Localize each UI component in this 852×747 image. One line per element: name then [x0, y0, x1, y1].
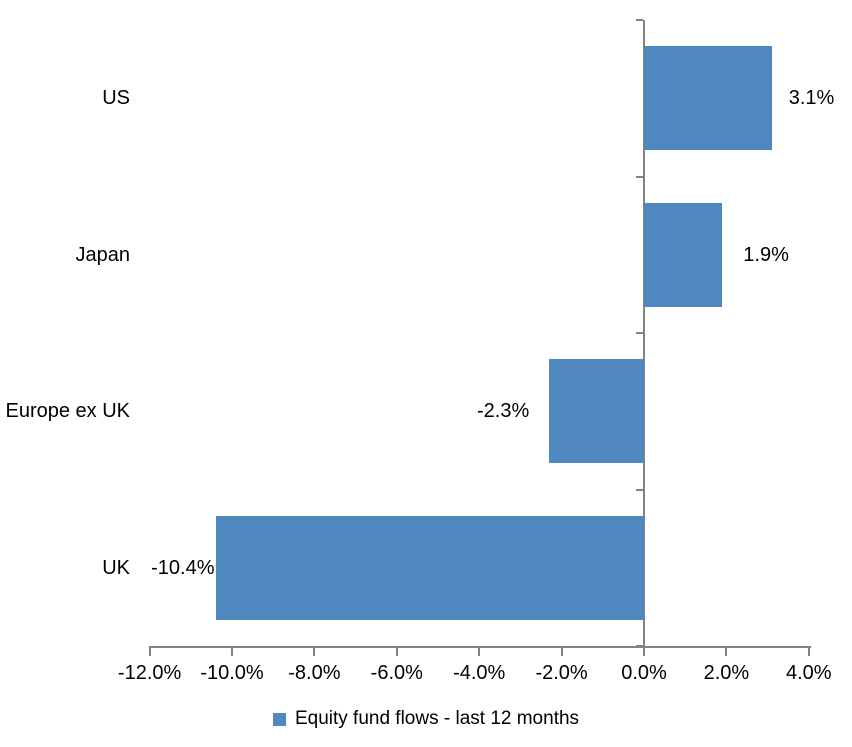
- x-axis-tick: [560, 646, 563, 656]
- category-axis-tick: [636, 488, 643, 491]
- category-axis-line: [643, 20, 645, 646]
- category-label: US: [102, 87, 130, 110]
- x-axis-line: [149, 646, 811, 648]
- category-axis-tick: [636, 175, 643, 178]
- x-axis-tick: [231, 646, 233, 656]
- bar: [644, 46, 772, 151]
- bar: [215, 515, 644, 620]
- x-axis-tick-label: 0.0%: [621, 662, 667, 684]
- category-axis-tick: [636, 332, 643, 334]
- x-axis-tick-label: 2.0%: [703, 662, 750, 684]
- legend: Equity fund flows - last 12 months: [0, 705, 852, 733]
- bar: [644, 202, 723, 307]
- category-axis-tick: [636, 19, 643, 21]
- x-axis-tick-label: -6.0%: [370, 662, 423, 684]
- legend-swatch-icon: [272, 712, 286, 726]
- x-axis-tick: [148, 646, 151, 656]
- x-axis-tick-label: -8.0%: [288, 662, 341, 684]
- legend-label: Equity fund flows - last 12 months: [294, 708, 580, 729]
- category-label: UK: [102, 556, 130, 579]
- bar-value-label: -10.4%: [151, 556, 215, 579]
- category-axis-tick: [636, 645, 643, 647]
- category-label: Europe ex UK: [5, 400, 130, 423]
- x-axis-tick-label: -2.0%: [535, 662, 588, 684]
- bar-value-label: 1.9%: [743, 243, 789, 266]
- x-axis-tick: [807, 646, 810, 656]
- x-axis-tick: [725, 646, 728, 656]
- x-axis-tick: [313, 646, 316, 656]
- bar: [549, 359, 644, 464]
- x-axis-tick: [395, 646, 398, 656]
- x-axis-tick-label: -4.0%: [453, 662, 506, 684]
- x-axis-tick: [478, 646, 481, 656]
- bar-value-label: 3.1%: [788, 87, 835, 110]
- x-axis-tick-label: -12.0%: [117, 662, 182, 684]
- x-axis-tick: [643, 646, 645, 656]
- category-label: Japan: [75, 243, 131, 266]
- x-axis-tick-label: 4.0%: [786, 662, 832, 684]
- bar-value-label: -2.3%: [476, 400, 530, 423]
- x-axis-tick-label: -10.0%: [200, 662, 264, 684]
